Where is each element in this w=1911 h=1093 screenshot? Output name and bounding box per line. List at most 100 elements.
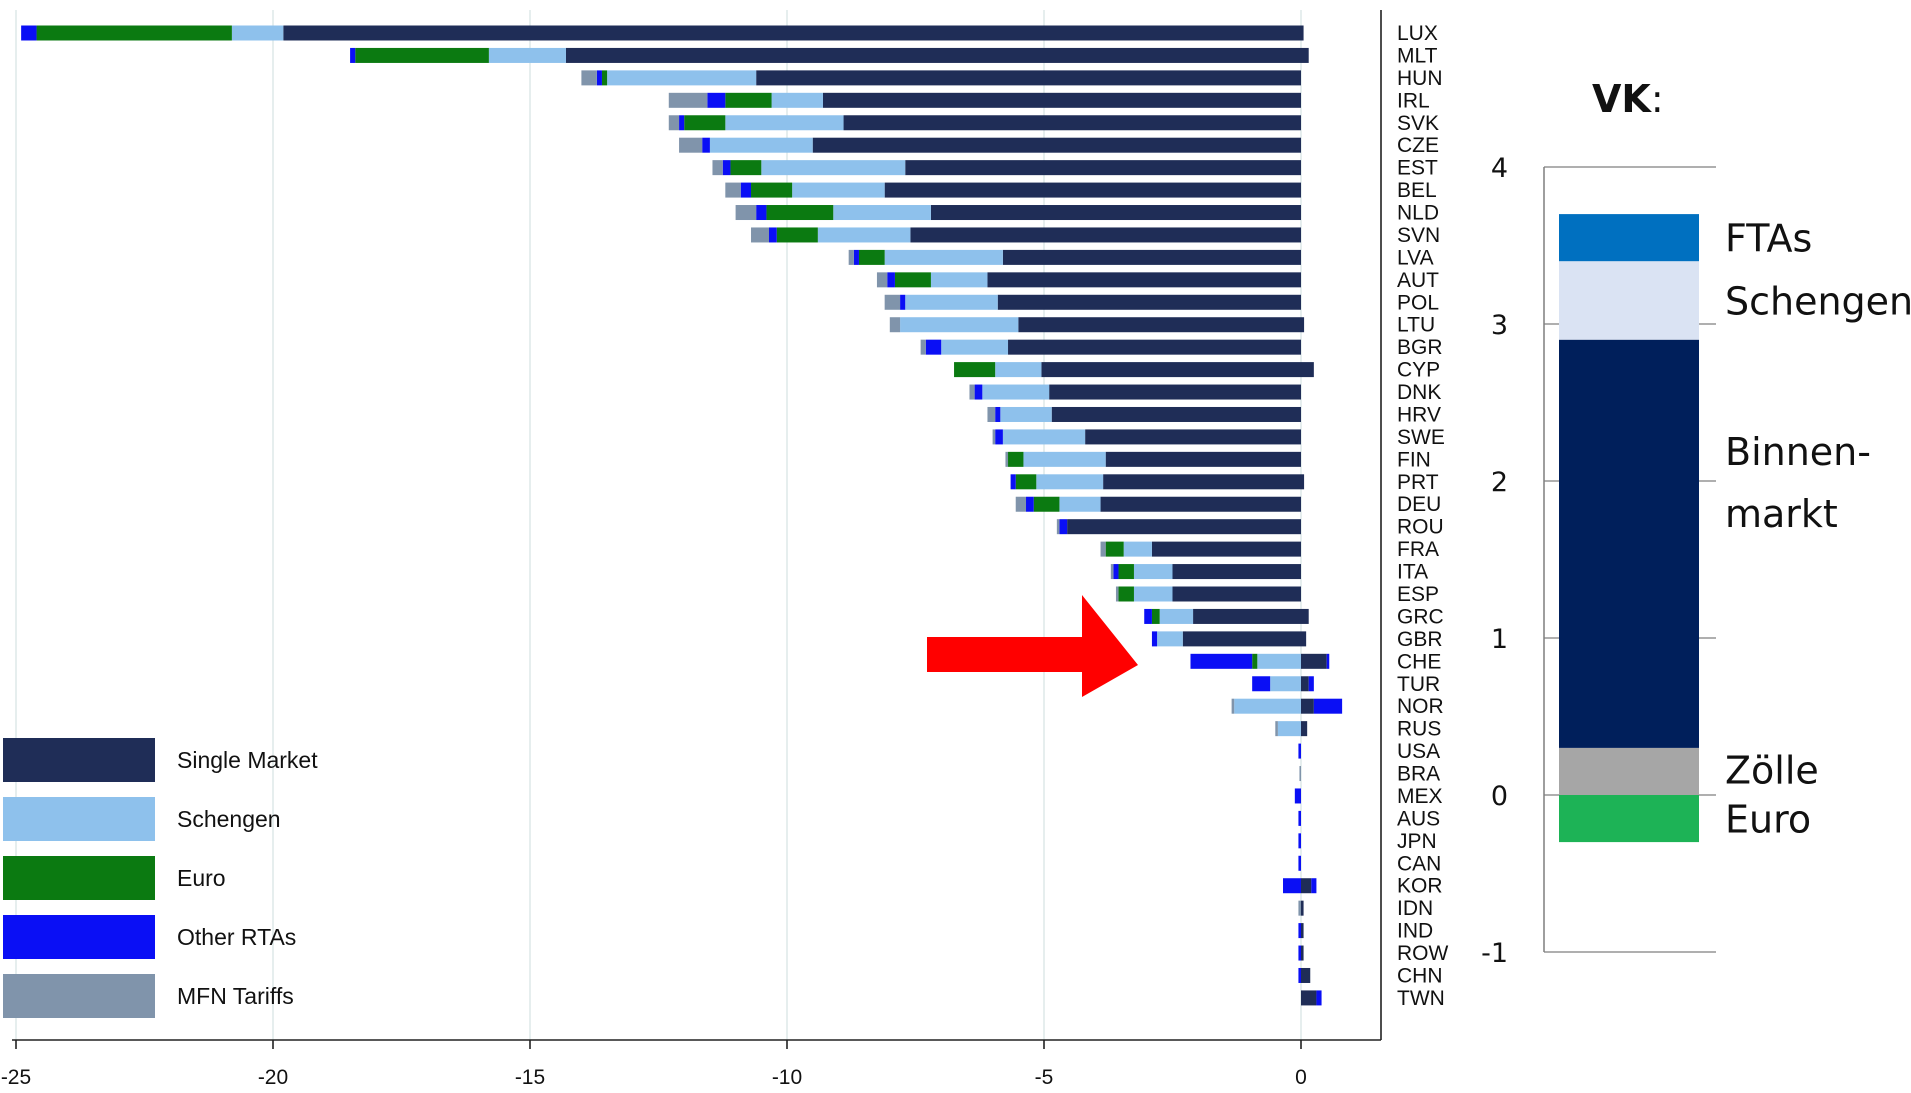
country-label: LTU [1397, 314, 1435, 337]
legend-swatch-single-market [3, 738, 155, 782]
bar-rus-schengen [1277, 721, 1301, 737]
bar-stack-fra [1100, 541, 1301, 557]
bar-ita-other-rtas [1113, 564, 1119, 580]
legend-swatch-other-rtas [3, 915, 155, 959]
bar-ltu-positive-0 [1301, 317, 1305, 333]
bar-stack-fin [1005, 451, 1301, 467]
country-label: ITA [1397, 561, 1428, 584]
vk-title-colon: : [1651, 77, 1664, 121]
bar-fra-schengen [1123, 541, 1152, 557]
bar-swe-schengen [1002, 429, 1086, 445]
bar-stack-lva [848, 249, 1301, 265]
vk-tick-label: 4 [1491, 153, 1508, 184]
bar-pol-mfn-tariffs [884, 294, 901, 310]
bar-che-euro [1252, 653, 1258, 669]
bar-stack-tur [1252, 676, 1314, 692]
bar-fin-euro [1008, 451, 1024, 467]
bar-aut-euro [894, 272, 931, 288]
bar-fin-single-market [1105, 451, 1301, 467]
bar-deu-schengen [1059, 496, 1101, 512]
bar-row-other-rtas [1298, 945, 1301, 961]
country-label: HUN [1397, 67, 1443, 90]
country-label: IRL [1397, 89, 1430, 112]
vk-label-schengen: Schengen [1725, 279, 1911, 323]
bar-gbr-single-market [1182, 631, 1301, 647]
bar-bgr-single-market [1008, 339, 1301, 355]
country-label: SWE [1397, 426, 1445, 449]
bar-irl-euro [725, 92, 772, 108]
bar-bel-euro [751, 182, 793, 198]
country-label: SVN [1397, 224, 1440, 247]
bar-hrv-single-market [1051, 406, 1301, 422]
bar-svk-single-market [843, 115, 1301, 131]
vk-tick-label: 2 [1491, 467, 1508, 498]
legend-swatch-mfn-tariffs [3, 974, 155, 1018]
legend-label-schengen: Schengen [177, 806, 281, 832]
bar-chn-other-rtas [1298, 967, 1301, 983]
bar-aut-mfn-tariffs [876, 272, 888, 288]
country-label: AUS [1397, 807, 1440, 830]
bar-row-positive-0 [1301, 945, 1304, 961]
bar-stack-row [1298, 945, 1304, 961]
bar-lva-single-market [1002, 249, 1301, 265]
bar-deu-single-market [1100, 496, 1301, 512]
bar-est-mfn-tariffs [712, 160, 723, 176]
country-label: MEX [1397, 785, 1443, 808]
bar-lva-other-rtas [853, 249, 859, 265]
bar-prt-schengen [1036, 474, 1104, 490]
bar-rou-mfn-tariffs [1056, 519, 1060, 535]
bar-hrv-schengen [1000, 406, 1052, 422]
bar-pol-schengen [905, 294, 998, 310]
bar-mlt-other-rtas [350, 47, 356, 63]
bar-swe-other-rtas [995, 429, 1003, 445]
vk-title-text: VK [1592, 77, 1652, 121]
country-label: CYP [1397, 359, 1440, 382]
legend-label-single-market: Single Market [177, 747, 318, 773]
bar-pol-other-rtas [900, 294, 906, 310]
bar-nld-mfn-tariffs [735, 205, 757, 221]
bar-dnk-mfn-tariffs [969, 384, 975, 400]
country-labels: LUXMLTHUNIRLSVKCZEESTBELNLDSVNLVAAUTPOLL… [1397, 22, 1449, 1010]
bar-esp-euro [1118, 586, 1134, 602]
bar-nor-mfn-tariffs [1231, 698, 1235, 714]
bar-stack-rou [1056, 519, 1301, 535]
bar-che-positive-0 [1301, 653, 1327, 669]
bar-svn-single-market [910, 227, 1301, 243]
vk-tick-label: 3 [1491, 310, 1508, 341]
bar-hun-mfn-tariffs [581, 70, 597, 86]
vk-tick-label: -1 [1481, 938, 1508, 969]
vk-segment-z-lle [1559, 747, 1699, 795]
bar-ita-single-market [1172, 564, 1301, 580]
bar-ind-positive-0 [1301, 923, 1304, 939]
country-label: EST [1397, 157, 1438, 180]
bar-stack-esp [1115, 586, 1301, 602]
bar-mlt-single-market [565, 47, 1301, 63]
bar-stack-est [712, 160, 1301, 176]
vk-tick-label: 1 [1491, 624, 1508, 655]
country-label: TWN [1397, 987, 1445, 1010]
bar-stack-gbr [1151, 631, 1307, 647]
bar-grc-schengen [1159, 608, 1194, 624]
bar-hrv-mfn-tariffs [987, 406, 996, 422]
bar-stack-irl [668, 92, 1301, 108]
country-label: HRV [1397, 403, 1441, 426]
bar-grc-other-rtas [1144, 608, 1152, 624]
bar-stack-cyp [954, 362, 1314, 378]
bar-cze-single-market [812, 137, 1301, 153]
legend-label-euro: Euro [177, 865, 226, 891]
bar-swe-mfn-tariffs [992, 429, 996, 445]
bar-mlt-schengen [488, 47, 566, 63]
bar-rou-other-rtas [1059, 519, 1068, 535]
bar-stack-svn [751, 227, 1301, 243]
bar-prt-single-market [1103, 474, 1301, 490]
country-label: FIN [1397, 448, 1431, 471]
bar-bel-single-market [884, 182, 1301, 198]
bar-stack-grc [1144, 608, 1309, 624]
bar-stack-deu [1015, 496, 1301, 512]
country-label: PRT [1397, 471, 1439, 494]
bar-nor-positive-1 [1313, 698, 1343, 714]
bar-lva-schengen [884, 249, 1003, 265]
bar-stack-nld [735, 205, 1301, 221]
bar-dnk-other-rtas [974, 384, 983, 400]
